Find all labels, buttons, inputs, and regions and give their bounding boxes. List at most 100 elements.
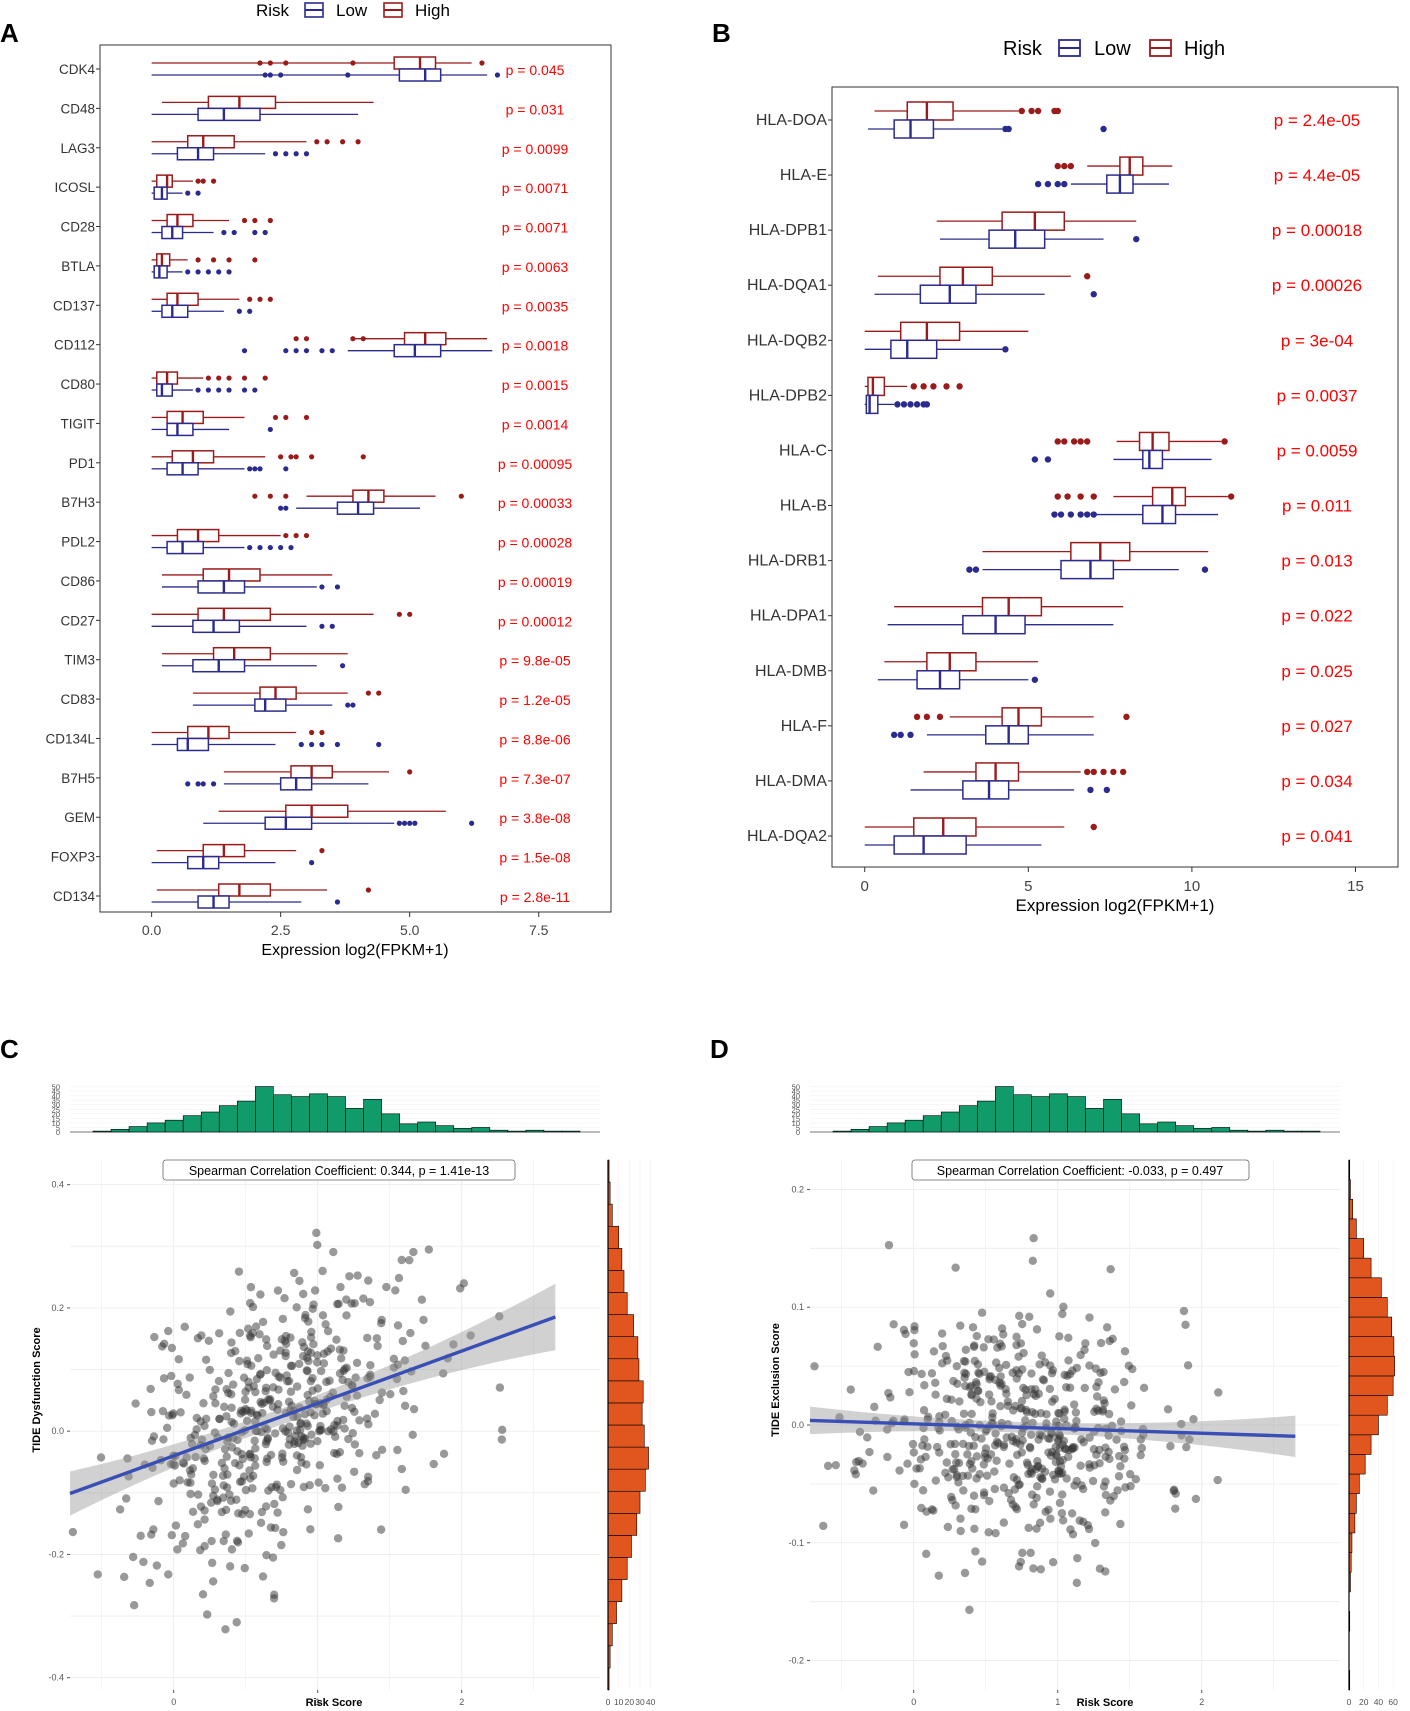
data-point [363,1374,372,1383]
confidence-band [70,1283,556,1516]
high-outlier [350,336,356,342]
data-point [350,1440,360,1449]
data-point [366,1361,375,1370]
right-hist-bar [1348,1336,1395,1357]
high-box [975,762,1020,782]
top-hist-bar [435,1125,455,1133]
data-point [408,1430,417,1440]
data-point [980,1367,989,1376]
data-point [1007,1432,1017,1442]
data-point [239,1472,249,1481]
data-point [344,1434,353,1444]
data-point [895,1466,904,1475]
low-outlier [288,544,294,551]
data-point [986,1450,996,1459]
data-point [287,1361,297,1371]
data-point [1054,1408,1063,1418]
data-point [921,1549,931,1559]
right-hist-bar [1348,1277,1382,1298]
data-point [1131,1475,1141,1484]
data-point [241,1387,250,1396]
data-point [167,1371,176,1381]
low-outlier [216,387,222,393]
gene-label: TIM3 [64,653,95,668]
data-point [910,1350,919,1359]
right-hist-bar [1348,1257,1372,1279]
data-point [245,1466,254,1475]
data-point [1058,1490,1067,1499]
data-point [981,1427,991,1436]
low-outlier [1133,235,1140,243]
right-hist-bar [1348,1355,1395,1377]
data-point [295,1276,304,1286]
low-outlier [226,387,232,393]
high-box [913,817,977,837]
data-point [182,1390,191,1400]
gene-label: BTLA [61,259,95,274]
low-outlier [195,269,201,275]
data-point [225,1562,235,1571]
top-hist-bar [1265,1129,1285,1133]
data-point [1100,1399,1109,1408]
data-point [228,1380,238,1389]
data-point [1028,1418,1037,1428]
p-value: p = 0.0071 [502,220,569,236]
data-point [188,1464,198,1473]
data-point [277,1540,286,1550]
data-point [935,1448,944,1457]
y-tick-label: 0.2 [791,1184,804,1194]
data-point [931,1390,940,1399]
data-point [973,1360,983,1369]
data-point [207,1479,217,1488]
data-point [406,1328,415,1338]
data-point [299,1482,309,1492]
data-point [1191,1494,1201,1504]
data-point [376,1525,386,1534]
data-point [251,1387,260,1397]
data-point [234,1267,244,1276]
data-point [300,1313,310,1323]
low-outlier [1054,180,1061,188]
right-hist-bar [1348,1473,1360,1495]
data-point [927,1505,937,1514]
data-point [1069,1400,1079,1409]
data-point [160,1339,169,1349]
data-point [201,1355,211,1364]
data-point [1084,1524,1094,1534]
data-point [240,1395,250,1404]
data-point [1101,1477,1110,1486]
data-point [1026,1548,1035,1558]
data-point [969,1491,979,1500]
data-point [1009,1406,1018,1415]
high-outlier [1034,107,1042,115]
high-outlier [1123,713,1130,721]
gene-row: TIGIT p = 0.0014 [61,410,568,437]
right-hist-bar [607,1601,617,1625]
data-point [424,1245,434,1254]
data-point [959,1409,969,1418]
data-point [1004,1488,1013,1498]
right-hist-bar [1348,1218,1357,1239]
x-axis: 0.0 2.5 5.0 7.5 [142,912,549,938]
low-outlier [1090,511,1097,518]
data-point [966,1428,975,1437]
data-point [247,1406,256,1415]
x-tick-label: 5 [1024,878,1032,895]
right-hist-bar [1348,1414,1379,1436]
top-hist-tick-label: 45 [792,1087,800,1096]
right-hist-tick-label: 60 [1388,1697,1398,1707]
data-point [211,1399,220,1408]
data-point [995,1378,1004,1387]
data-point [1079,1438,1088,1447]
low-outlier [205,269,211,275]
data-point [1024,1469,1033,1479]
top-hist-bar [327,1096,346,1133]
low-box [398,68,442,82]
data-point [495,1383,505,1392]
data-point [972,1474,981,1483]
low-outlier [195,387,201,393]
high-outlier [195,257,201,263]
gene-label: CD80 [60,377,95,392]
high-outlier [293,454,299,460]
high-outlier [1083,273,1091,280]
